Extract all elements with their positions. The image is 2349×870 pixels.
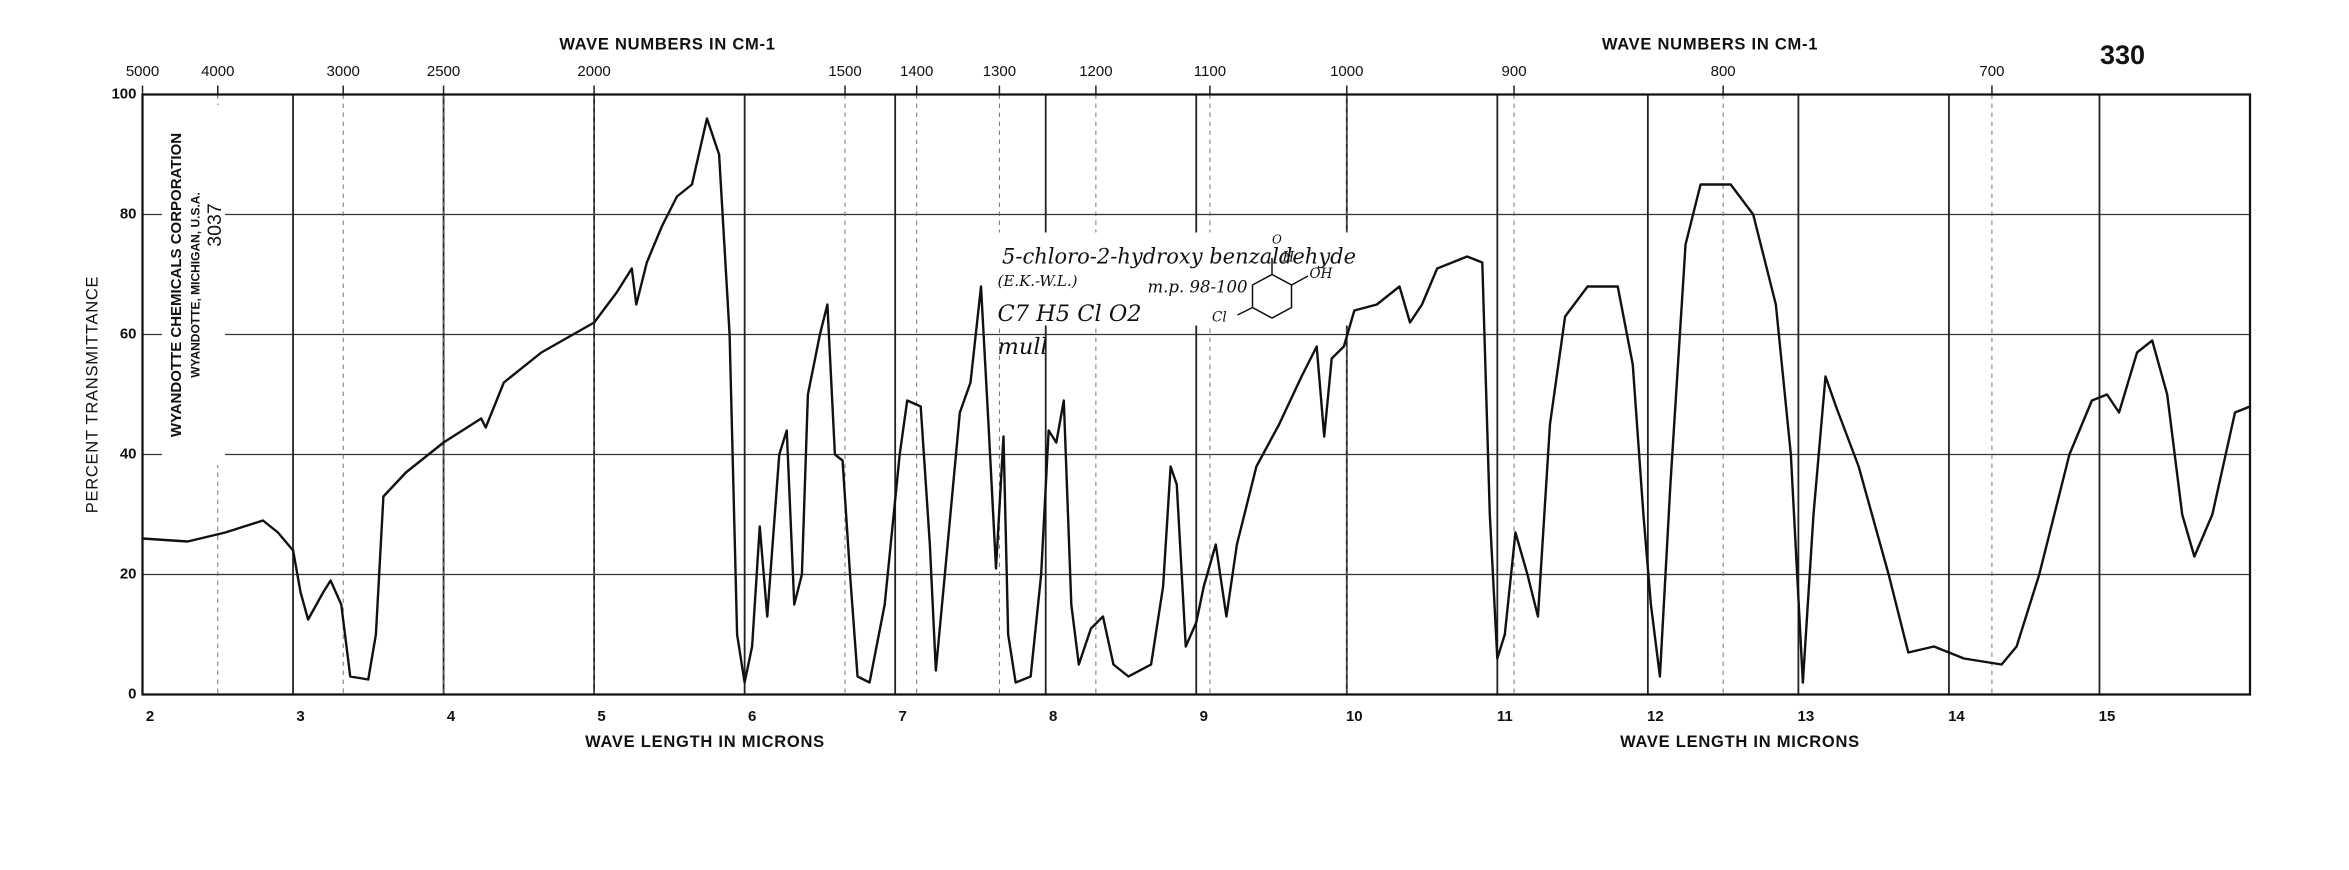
y-tick-label: 40: [120, 445, 137, 462]
annotation: 5-chloro-2-hydroxy benzaldehyde: [1002, 245, 1356, 269]
top-tick-label: 900: [1502, 63, 1527, 80]
y-tick-label: 0: [128, 685, 136, 702]
x-axis-label: WAVE LENGTH IN MICRONS: [585, 733, 825, 751]
x-tick-label: 7: [899, 708, 907, 725]
x-tick-label: 5: [597, 708, 605, 725]
x-tick-label: 10: [1346, 708, 1363, 725]
x-tick-label: 3: [296, 708, 304, 725]
plot-frame: [141, 93, 2252, 696]
top-axis-label: WAVE NUMBERS IN CM-1: [1602, 35, 1818, 53]
top-tick-label: 2500: [427, 63, 460, 80]
top-axis-label: WAVE NUMBERS IN CM-1: [559, 35, 775, 53]
note-background: [978, 232, 1356, 326]
x-tick-label: 14: [1948, 708, 1965, 725]
x-axis-label: WAVE LENGTH IN MICRONS: [1620, 733, 1860, 751]
top-tick-label: 1100: [1194, 63, 1226, 80]
top-tick-label: 1400: [900, 63, 933, 80]
x-tick-label: 11: [1497, 708, 1513, 725]
y-tick-label: 100: [111, 85, 136, 102]
x-tick-label: 6: [748, 708, 756, 725]
structure: [1237, 258, 1309, 319]
top-tick-label: 800: [1711, 63, 1736, 80]
top-tick-label: 2000: [577, 63, 610, 80]
x-tick-label: 4: [447, 708, 456, 725]
x-tick-label: 15: [2099, 708, 2116, 725]
company-name: WYANDOTTE CHEMICALS CORPORATION: [168, 133, 185, 437]
top-tick-label: 5000: [126, 63, 159, 80]
bond: [1291, 275, 1309, 286]
structure-label: H: [1282, 250, 1295, 266]
annotation: C7 H5 Cl O2: [998, 301, 1142, 327]
top-tick-label: 700: [1979, 63, 2004, 80]
top-tick-label: 4000: [201, 63, 234, 80]
top-tick-label: 1000: [1330, 63, 1363, 80]
structure-label: Cl: [1212, 310, 1227, 326]
structure-label: O: [1272, 233, 1282, 247]
x-tick-label: 2: [146, 708, 154, 725]
top-tick-label: 1300: [983, 63, 1016, 80]
y-tick-label: 20: [120, 565, 137, 582]
y-axis-label: PERCENT TRANSMITTANCE: [83, 276, 101, 514]
y-tick-label: 80: [120, 205, 137, 222]
label-background: [162, 105, 225, 465]
top-tick-label: 1200: [1079, 63, 1112, 80]
top-tick-label: 1500: [828, 63, 861, 80]
x-tick-label: 13: [1798, 708, 1815, 725]
top-tick-label: 3000: [327, 63, 360, 80]
annotation: (E.K.-W.L.): [998, 272, 1078, 290]
spectrum-number: 330: [2100, 40, 2145, 70]
catalog-number: 3037: [204, 203, 226, 246]
spectrum-line: [142, 117, 2251, 684]
grid: [141, 93, 2250, 696]
x-tick-label: 12: [1647, 708, 1664, 725]
x-tick-label: 8: [1049, 708, 1057, 725]
x-tick-label: 9: [1200, 708, 1208, 725]
annotation: mull: [998, 334, 1048, 360]
annotation: m.p. 98-100: [1148, 278, 1248, 297]
structure-label: OH: [1310, 266, 1333, 282]
company-location: WYANDOTTE, MICHIGAN, U.S.A.: [189, 192, 203, 378]
bond: [1237, 306, 1253, 316]
y-tick-label: 60: [120, 325, 137, 342]
